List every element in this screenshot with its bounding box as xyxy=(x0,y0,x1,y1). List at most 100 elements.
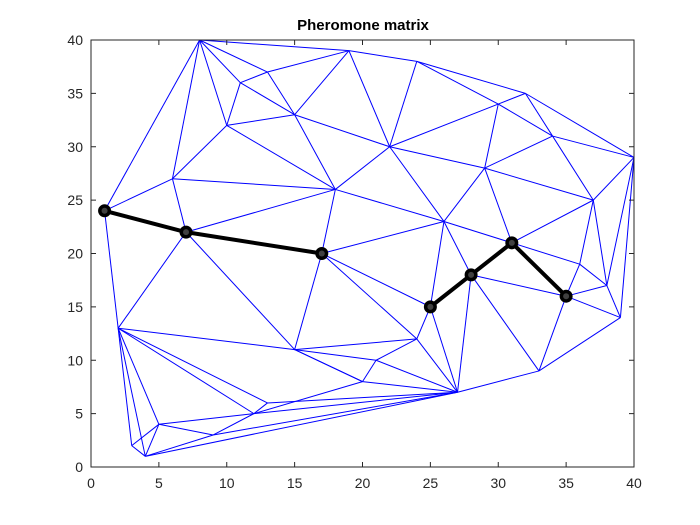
network-edge xyxy=(158,423,214,436)
y-tick-label: 0 xyxy=(75,459,83,475)
network-edge xyxy=(484,167,513,243)
network-edge xyxy=(267,50,350,73)
network-edge xyxy=(457,274,472,393)
network-edge xyxy=(104,178,173,212)
network-edge xyxy=(172,178,336,190)
y-tick-label: 35 xyxy=(67,85,83,101)
network-edge xyxy=(117,327,255,415)
path-segment xyxy=(102,208,189,235)
network-edge xyxy=(592,157,635,201)
network-edge xyxy=(389,103,499,148)
network-edge xyxy=(240,71,268,84)
network-edge xyxy=(484,135,553,169)
network-edge xyxy=(443,221,472,276)
network-edge xyxy=(335,146,390,190)
x-tick-label: 10 xyxy=(219,475,235,491)
network-edge xyxy=(145,391,458,457)
network-edge xyxy=(416,60,499,105)
network-edge xyxy=(389,146,445,222)
x-tick-label: 15 xyxy=(287,475,303,491)
path-node xyxy=(464,268,478,282)
network-edge xyxy=(497,103,553,137)
path-node xyxy=(315,247,329,260)
network-edge xyxy=(619,157,635,318)
network-edge xyxy=(429,221,445,307)
network-edge xyxy=(335,188,445,222)
y-tick-label: 30 xyxy=(67,139,83,155)
network-edge xyxy=(117,328,133,446)
network-edge xyxy=(294,253,323,350)
y-tick-label: 25 xyxy=(67,192,83,208)
network-edge xyxy=(470,274,567,297)
network-edge xyxy=(389,146,485,169)
network-edge xyxy=(525,92,635,158)
network-edge xyxy=(592,200,608,286)
network-edge xyxy=(362,381,458,393)
network-edge xyxy=(199,39,349,52)
path-node xyxy=(179,225,193,239)
network-edge xyxy=(117,328,146,457)
path-segment xyxy=(184,230,324,256)
network-edge xyxy=(172,125,228,180)
network-edge xyxy=(212,413,255,436)
x-tick-label: 25 xyxy=(423,475,439,491)
network-edge xyxy=(240,82,295,116)
x-tick-label: 0 xyxy=(87,475,95,491)
network-edge xyxy=(443,167,486,222)
network-edge xyxy=(253,391,458,415)
network-edge xyxy=(253,381,363,415)
network-edge xyxy=(429,306,459,393)
x-tick-label: 40 xyxy=(626,475,642,491)
network-edge xyxy=(321,253,431,308)
network-edge xyxy=(538,317,621,372)
network-edge xyxy=(579,200,594,265)
y-tick-label: 40 xyxy=(67,32,83,48)
path-node xyxy=(559,289,573,303)
path-segment xyxy=(428,272,474,309)
path-node xyxy=(98,204,112,218)
network-edge xyxy=(171,178,187,233)
network-edge xyxy=(443,220,512,244)
network-edge xyxy=(213,391,458,436)
network-edge xyxy=(389,61,418,147)
network-edge xyxy=(226,124,336,190)
best-path xyxy=(98,204,573,314)
network-edge xyxy=(484,167,594,201)
network-edge xyxy=(104,39,201,212)
network-edge xyxy=(226,82,241,126)
y-tick-label: 20 xyxy=(67,246,83,262)
network-edge xyxy=(565,285,607,297)
network-edge xyxy=(117,231,187,329)
chart-title: Pheromone matrix xyxy=(297,17,429,34)
path-node xyxy=(423,300,437,314)
network-edge xyxy=(145,434,214,457)
network-edge xyxy=(118,327,295,351)
network-edge xyxy=(348,50,391,147)
network-edge xyxy=(294,338,417,351)
x-tick-label: 20 xyxy=(355,475,371,491)
x-tick-label: 30 xyxy=(490,475,506,491)
y-tick-label: 10 xyxy=(67,352,83,368)
network-edge xyxy=(104,210,119,329)
y-tick-label: 5 xyxy=(75,406,83,422)
network-edge xyxy=(253,402,268,415)
x-tick-label: 35 xyxy=(558,475,574,491)
network-edge xyxy=(185,188,336,233)
network-edge xyxy=(375,338,418,361)
network-edge xyxy=(131,445,146,457)
network-edge xyxy=(117,328,160,425)
network-edge xyxy=(538,296,567,372)
network-edge xyxy=(171,39,201,179)
path-segment xyxy=(469,240,514,277)
network-edge xyxy=(321,253,418,340)
network-edge xyxy=(294,349,363,383)
network-edge xyxy=(321,220,445,254)
axes: 0 5 10 15 20 25 30 35 40 0 5 10 15 20 25 30 35 40 xyxy=(67,32,642,491)
network-edge xyxy=(117,327,268,404)
network-edge xyxy=(606,157,635,286)
network-edges xyxy=(104,39,635,457)
network-edge xyxy=(552,135,594,201)
network-edge xyxy=(294,114,336,190)
network-edge xyxy=(511,242,580,265)
